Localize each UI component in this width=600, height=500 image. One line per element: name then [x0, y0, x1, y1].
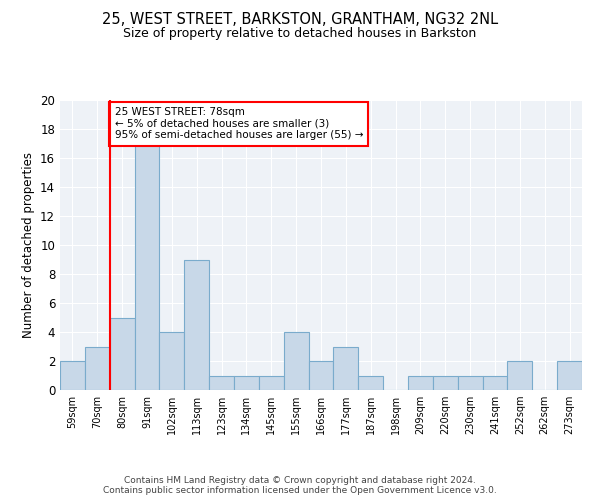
Bar	[334, 346, 358, 390]
Bar	[259, 376, 284, 390]
Y-axis label: Number of detached properties: Number of detached properties	[22, 152, 35, 338]
Text: 25 WEST STREET: 78sqm
← 5% of detached houses are smaller (3)
95% of semi-detach: 25 WEST STREET: 78sqm ← 5% of detached h…	[115, 108, 363, 140]
Bar	[184, 260, 209, 390]
Bar	[209, 376, 234, 390]
Text: Contains HM Land Registry data © Crown copyright and database right 2024.: Contains HM Land Registry data © Crown c…	[124, 476, 476, 485]
Bar	[408, 376, 433, 390]
Text: Size of property relative to detached houses in Barkston: Size of property relative to detached ho…	[124, 28, 476, 40]
Bar	[358, 376, 383, 390]
Bar	[85, 346, 110, 390]
Bar	[284, 332, 308, 390]
Text: Contains public sector information licensed under the Open Government Licence v3: Contains public sector information licen…	[103, 486, 497, 495]
Bar	[110, 318, 134, 390]
Bar	[433, 376, 458, 390]
Bar	[482, 376, 508, 390]
Bar	[458, 376, 482, 390]
Bar	[308, 361, 334, 390]
Bar	[508, 361, 532, 390]
Bar	[557, 361, 582, 390]
Bar	[234, 376, 259, 390]
Text: 25, WEST STREET, BARKSTON, GRANTHAM, NG32 2NL: 25, WEST STREET, BARKSTON, GRANTHAM, NG3…	[102, 12, 498, 28]
Bar	[160, 332, 184, 390]
Bar	[134, 144, 160, 390]
Bar	[60, 361, 85, 390]
